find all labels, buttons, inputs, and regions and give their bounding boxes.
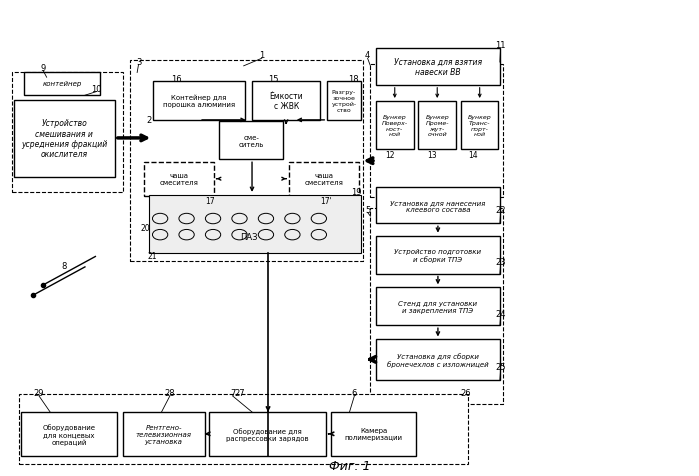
Text: 1: 1 (259, 51, 264, 60)
Text: 14: 14 (468, 150, 478, 159)
Text: 24: 24 (496, 309, 506, 318)
Text: Устройство подготовки
и сборки ТПЭ: Устройство подготовки и сборки ТПЭ (394, 248, 482, 262)
FancyBboxPatch shape (419, 102, 456, 150)
Text: 21: 21 (147, 251, 157, 260)
FancyBboxPatch shape (122, 412, 205, 456)
Text: 12: 12 (385, 150, 395, 159)
Text: Устройство
смешивания и
усреднения фракций
окислителя: Устройство смешивания и усреднения фракц… (21, 119, 108, 159)
Text: 18: 18 (348, 75, 359, 84)
Text: 11: 11 (496, 40, 506, 50)
Text: 29: 29 (34, 388, 44, 397)
FancyBboxPatch shape (21, 412, 117, 456)
Text: ПАЗ: ПАЗ (240, 232, 257, 241)
FancyBboxPatch shape (289, 162, 359, 197)
Text: Фиг. 1: Фиг. 1 (329, 459, 370, 472)
Text: Бункер
Поверх-
ност-
ной: Бункер Поверх- ност- ной (382, 115, 408, 137)
Text: Установка для сборки
бронечехлов с изложницей: Установка для сборки бронечехлов с излож… (387, 352, 489, 367)
FancyBboxPatch shape (209, 412, 326, 456)
Text: Оборудование
для концевых
операций: Оборудование для концевых операций (43, 423, 96, 445)
FancyBboxPatch shape (24, 72, 99, 96)
FancyBboxPatch shape (130, 60, 363, 262)
Text: 25: 25 (496, 362, 506, 371)
Text: 5: 5 (365, 205, 370, 214)
Text: 4: 4 (365, 51, 370, 60)
FancyBboxPatch shape (19, 394, 468, 464)
Text: контейнер: контейнер (42, 81, 82, 87)
FancyBboxPatch shape (376, 236, 500, 274)
Text: Разгру-
зочное
устрой-
ство: Разгру- зочное устрой- ство (331, 90, 356, 112)
Text: 7: 7 (230, 388, 236, 397)
Text: Бункер
Транс-
порт-
ной: Бункер Транс- порт- ной (468, 115, 491, 137)
FancyBboxPatch shape (376, 288, 500, 326)
Text: 22: 22 (496, 205, 506, 214)
Text: 27: 27 (234, 388, 245, 397)
FancyBboxPatch shape (370, 65, 503, 198)
FancyBboxPatch shape (370, 208, 503, 405)
Text: Камера
полимеризации: Камера полимеризации (345, 427, 403, 440)
Text: 16: 16 (171, 75, 182, 84)
Text: 2: 2 (146, 116, 152, 125)
FancyBboxPatch shape (252, 82, 320, 120)
FancyBboxPatch shape (327, 82, 361, 120)
Text: Контейнер для
порошка алюминия: Контейнер для порошка алюминия (163, 95, 235, 108)
Text: Рентгено-
телевизионная
установка: Рентгено- телевизионная установка (136, 424, 192, 444)
Text: 17: 17 (206, 197, 215, 206)
FancyBboxPatch shape (12, 72, 123, 193)
Text: Установка для взятия
навески ВВ: Установка для взятия навески ВВ (394, 58, 482, 77)
Text: чаша
смесителя: чаша смесителя (304, 173, 343, 186)
FancyBboxPatch shape (461, 102, 498, 150)
Text: Бункер
Проме-
жут-
очной: Бункер Проме- жут- очной (426, 115, 449, 137)
Text: Оборудование для
распрессовки зарядов: Оборудование для распрессовки зарядов (226, 427, 309, 441)
Text: Е́мкости
с ЖВК: Е́мкости с ЖВК (269, 91, 303, 111)
FancyBboxPatch shape (376, 102, 414, 150)
Text: 15: 15 (268, 75, 279, 84)
Text: сме-
ситель: сме- ситель (238, 135, 264, 148)
Text: 20: 20 (140, 223, 150, 232)
FancyBboxPatch shape (376, 340, 500, 380)
Text: 28: 28 (164, 388, 175, 397)
Text: 9: 9 (41, 64, 46, 73)
FancyBboxPatch shape (376, 188, 500, 224)
Text: 26: 26 (461, 388, 471, 397)
FancyBboxPatch shape (14, 101, 115, 178)
Text: 19: 19 (351, 187, 361, 196)
Text: 10: 10 (92, 84, 102, 93)
FancyBboxPatch shape (219, 122, 283, 160)
Text: чаша
смесителя: чаша смесителя (159, 173, 199, 186)
Text: 17': 17' (320, 197, 332, 206)
Text: Стенд для установки
и закрепления ТПЭ: Стенд для установки и закрепления ТПЭ (398, 300, 477, 313)
Text: 13: 13 (427, 150, 436, 159)
Text: 23: 23 (496, 257, 506, 266)
FancyBboxPatch shape (149, 196, 361, 253)
FancyBboxPatch shape (376, 49, 500, 86)
FancyBboxPatch shape (144, 162, 214, 197)
Text: Установка для нанесения
клеевого состава: Установка для нанесения клеевого состава (390, 199, 486, 212)
Text: 6: 6 (352, 388, 357, 397)
FancyBboxPatch shape (153, 82, 245, 120)
Text: 8: 8 (62, 261, 66, 270)
FancyBboxPatch shape (331, 412, 417, 456)
Text: 3: 3 (136, 58, 141, 67)
